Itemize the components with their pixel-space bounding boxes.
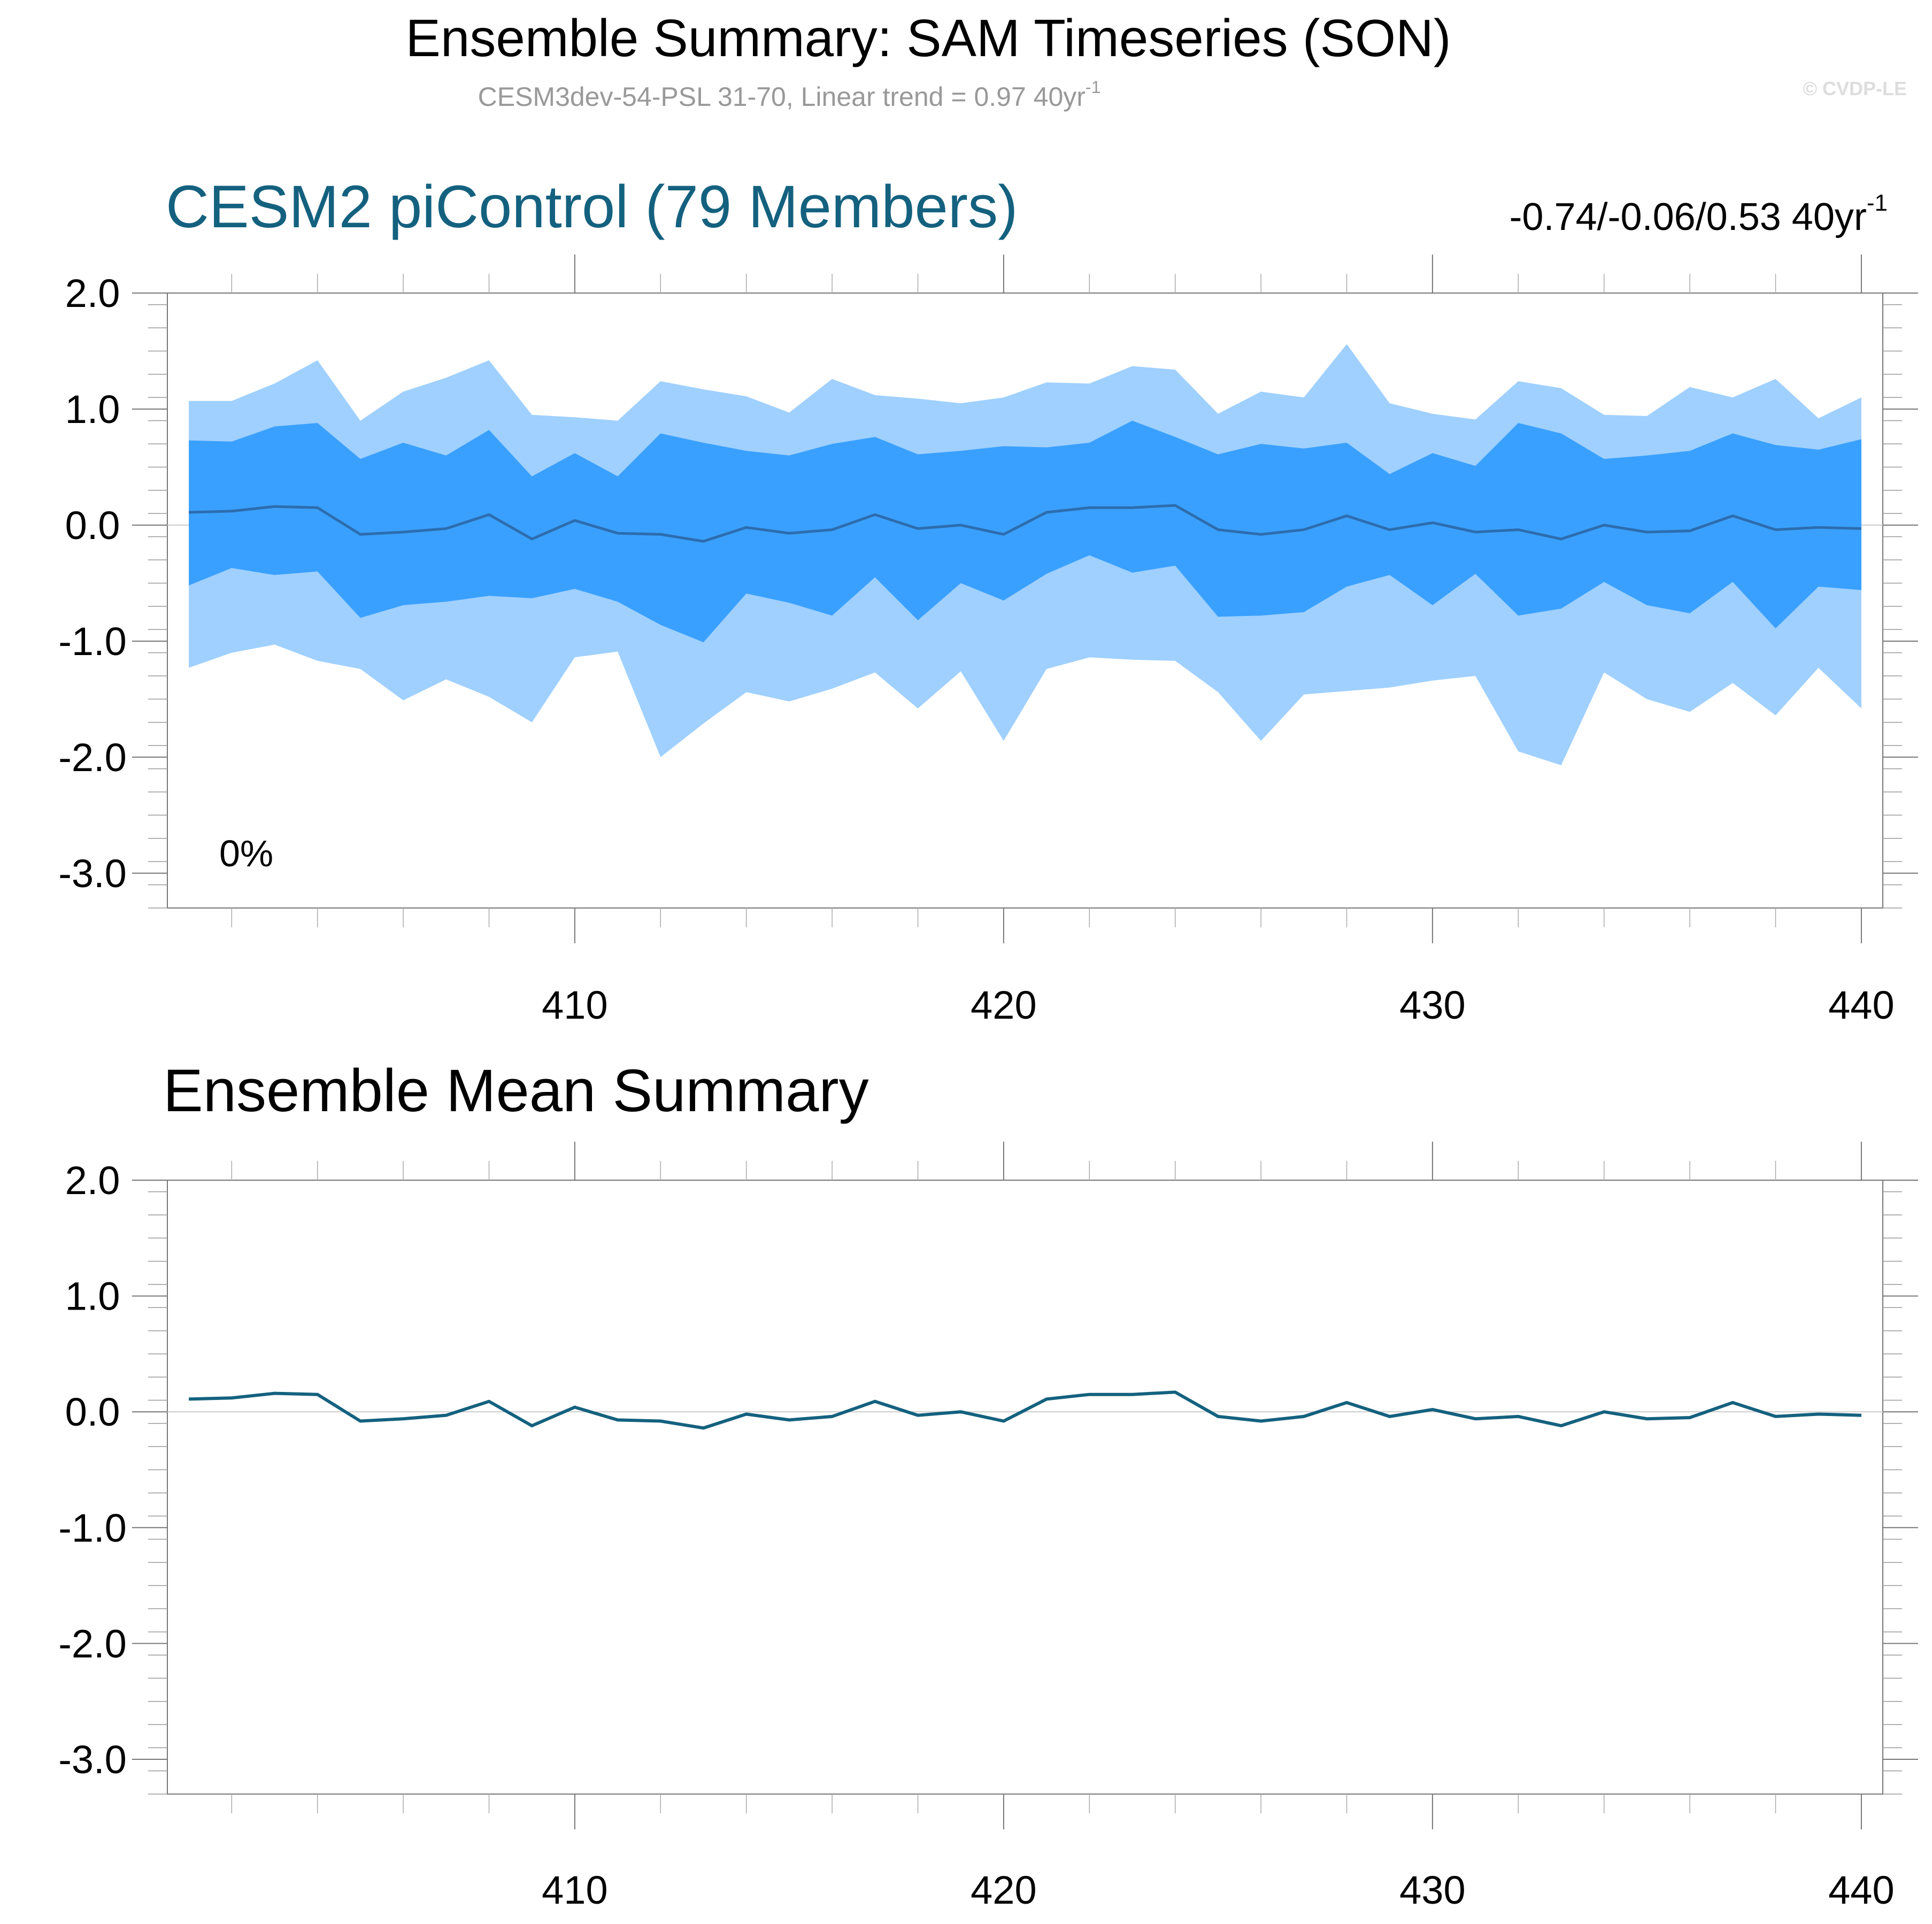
y-tick-label: -2.0 [58,1621,127,1666]
y-tick-label: 1.0 [65,387,120,432]
ensemble-mean-line [189,1390,1861,1430]
ensemble-summary-panel: CESM2 piControl (79 Members) -0.74/-0.06… [58,173,1918,1027]
trend-range: -0.74/-0.06/0.53 40yr-1 [1509,190,1888,238]
y-tick-label: 0.0 [65,503,120,548]
y-tick-label: -1.0 [58,619,127,664]
y-tick-label: 2.0 [65,271,120,315]
y-tick-label: -3.0 [58,851,127,896]
y-tick-label: -3.0 [58,1737,127,1782]
x-tick-label: 440 [1828,1868,1894,1912]
x-tick-label: 420 [971,1868,1036,1912]
plot-frame [167,1180,1883,1795]
x-tick-label: 410 [542,983,607,1027]
x-tick-label: 430 [1399,1868,1465,1912]
y-tick-label: 0.0 [65,1390,120,1434]
panel-title: Ensemble Mean Summary [163,1057,869,1124]
percent-annotation: 0% [219,833,273,874]
figure-subtitle: CESM3dev-54-PSL 31-70, Linear trend = 0.… [478,78,1101,112]
inner-spread-band [189,420,1861,643]
x-tick-label: 440 [1828,983,1894,1027]
trend-superscript: -1 [1867,190,1888,216]
x-tick-label: 410 [542,1868,607,1912]
copyright-watermark: © CVDP-LE [1803,78,1907,99]
plot-area: 2.0 1.0 0.0 -1.0 -2.0 -3.0 410 420 430 440 [58,255,1918,1027]
plot-frame [167,293,1883,909]
figure-title: Ensemble Summary: SAM Timeseries (SON) [406,9,1451,67]
ensemble-mean-line [189,504,1861,543]
subtitle-text: CESM3dev-54-PSL 31-70, Linear trend = 0.… [478,82,1086,112]
x-tick-label: 430 [1399,983,1465,1027]
trend-text: -0.74/-0.06/0.53 40yr [1509,196,1866,238]
plot-area: 2.0 1.0 0.0 -1.0 -2.0 -3.0 410 420 430 440 [58,1142,1918,1912]
x-tick-label: 420 [971,983,1036,1027]
ensemble-mean-panel: Ensemble Mean Summary 2.0 1.0 0.0 -1.0 -2.0 -… [58,1057,1918,1912]
y-tick-label: 2.0 [65,1158,120,1203]
panel-title: CESM2 piControl (79 Members) [166,173,1018,240]
subtitle-superscript: -1 [1086,78,1100,97]
y-tick-label: -1.0 [58,1506,127,1550]
y-tick-label: -2.0 [58,735,127,780]
y-tick-label: 1.0 [65,1274,120,1319]
